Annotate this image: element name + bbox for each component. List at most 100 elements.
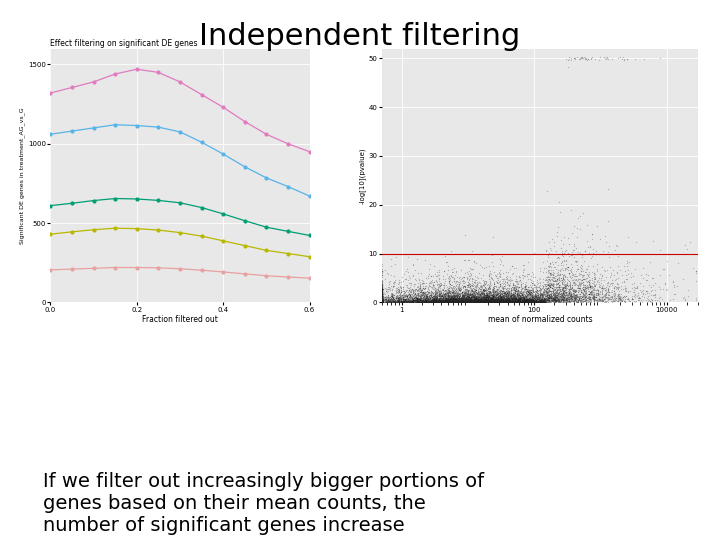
Point [501,292,513,300]
Point [498,261,509,269]
Point [451,298,463,307]
Point [523,297,534,306]
Point [529,296,541,305]
Point [496,295,508,304]
Point [464,269,476,278]
Point [492,296,503,305]
Point [490,297,502,306]
Point [616,55,628,63]
Point [392,298,404,306]
Point [424,293,436,302]
Point [574,55,585,63]
Point [399,297,410,306]
Point [414,291,426,299]
Point [376,286,387,294]
Point [495,296,507,305]
Point [426,296,437,305]
Point [449,284,460,293]
Point [438,296,450,305]
Point [530,296,541,305]
Point [570,292,581,301]
Point [376,297,387,306]
Point [478,298,490,307]
Point [376,295,387,303]
Point [420,291,431,299]
Point [514,295,526,303]
Point [516,298,527,307]
Point [523,297,534,306]
Point [502,296,513,305]
Point [512,295,523,304]
Point [498,297,510,306]
Point [495,295,507,303]
Point [472,297,484,306]
Point [425,296,436,305]
Point [480,293,491,301]
Point [489,291,500,299]
Point [525,297,536,306]
Point [510,293,521,302]
Point [480,296,491,305]
Point [526,296,537,305]
Point [601,293,613,301]
Point [609,275,621,284]
Point [376,291,387,300]
Point [504,277,516,286]
Point [386,262,397,271]
Point [480,291,492,300]
Point [494,297,505,306]
Point [416,292,428,300]
Point [510,295,522,303]
Point [584,281,595,289]
Point [539,296,551,305]
Point [436,292,447,300]
Point [477,286,489,294]
Point [458,296,469,305]
Point [436,295,447,303]
Point [564,297,575,306]
Point [487,286,499,294]
Point [573,286,585,295]
Point [518,283,530,292]
Point [513,295,524,304]
Point [393,288,405,296]
Point [536,297,548,306]
Point [515,280,526,288]
Point [553,282,564,291]
Point [475,298,487,306]
Point [552,294,564,302]
Point [526,298,537,307]
Point [542,262,554,271]
Point [454,296,465,305]
Point [587,288,598,296]
Point [524,289,536,298]
Point [457,298,469,306]
Point [479,296,490,305]
Point [415,294,427,302]
Point [376,298,387,306]
Point [509,295,521,303]
Point [482,298,493,306]
Point [384,295,395,303]
Point [532,298,544,307]
Point [540,273,552,281]
Point [408,296,419,305]
Point [557,294,568,302]
Point [470,298,482,307]
Point [593,295,604,304]
Point [570,275,582,284]
Point [491,298,503,306]
Point [451,295,463,304]
Point [465,295,477,304]
Point [463,296,474,305]
Point [487,295,499,303]
Point [482,297,493,306]
Point [500,296,511,305]
Point [603,55,614,63]
Point [536,298,548,306]
Point [477,263,488,272]
Point [494,297,505,306]
Point [575,267,587,275]
Point [421,298,433,306]
Point [479,287,490,295]
